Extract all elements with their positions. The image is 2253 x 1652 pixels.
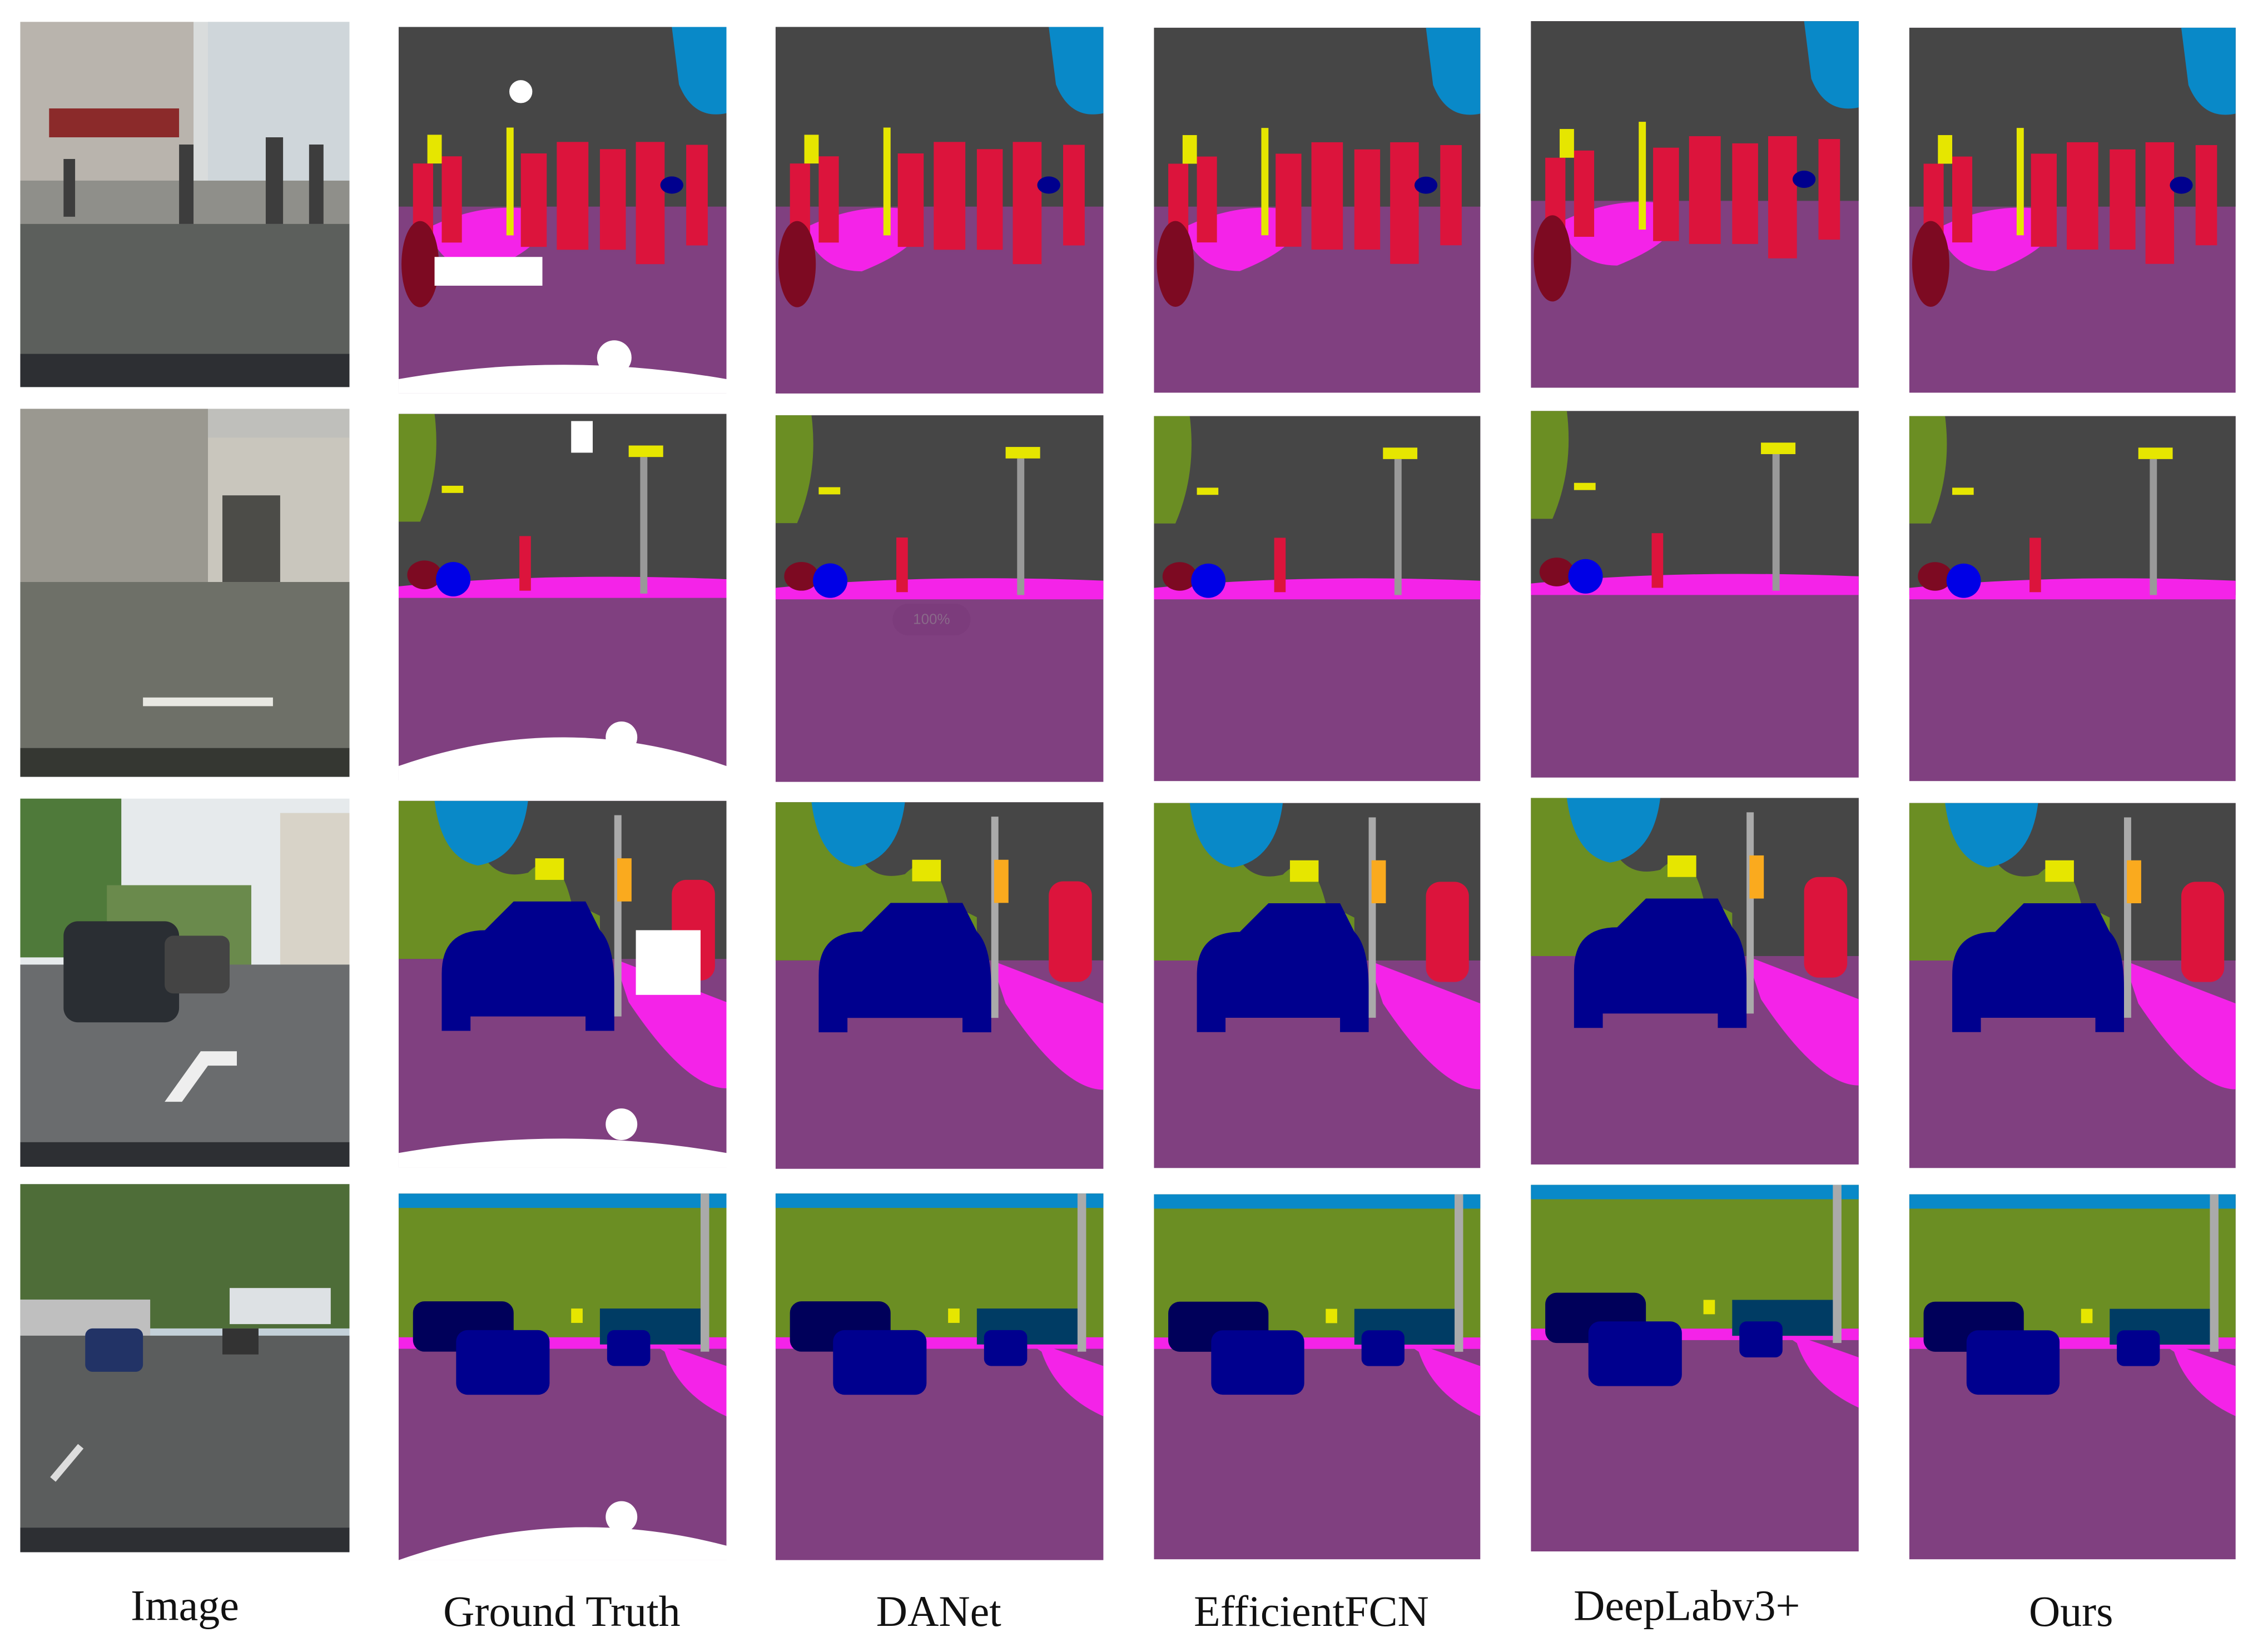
- column-label: EfficientFCN: [1194, 1588, 1429, 1635]
- segmentation: [399, 1193, 727, 1560]
- segmentation: [399, 801, 727, 1167]
- segmentation: [1909, 1194, 2236, 1560]
- column-label: Ours: [2029, 1588, 2113, 1635]
- segmentation: [1909, 416, 2236, 782]
- overlay-text: 100%: [913, 610, 950, 627]
- segmentation: [399, 414, 727, 780]
- column-label: DeepLabv3+: [1574, 1582, 1800, 1630]
- column-label: Ground Truth: [443, 1588, 680, 1635]
- segmentation: [1531, 21, 1859, 388]
- segmentation: [1531, 1185, 1859, 1552]
- segmentation: [1531, 411, 1859, 778]
- segmentation: [775, 1193, 1104, 1560]
- segmentation: [1531, 798, 1859, 1165]
- segmentation: [399, 27, 727, 393]
- photo: [20, 22, 350, 387]
- photo: [20, 1184, 350, 1553]
- segmentation: [775, 27, 1104, 394]
- segmentation: [1154, 803, 1481, 1168]
- segmentation: [775, 415, 1104, 782]
- segmentation: [1154, 416, 1481, 782]
- column-label: DANet: [876, 1588, 1001, 1635]
- photo: [20, 409, 350, 777]
- segmentation: [1909, 27, 2236, 393]
- column-label: Image: [131, 1582, 239, 1630]
- segmentation: [1909, 803, 2236, 1168]
- segmentation: [1154, 1194, 1481, 1560]
- photo: [20, 798, 350, 1167]
- overlay-badge: [892, 603, 971, 636]
- segmentation: [775, 802, 1104, 1169]
- segmentation: [1154, 27, 1481, 393]
- column-labels: Image Ground Truth DANet EfficientFCN De…: [131, 1582, 2113, 1635]
- image-grid: 100%: [20, 21, 2236, 1560]
